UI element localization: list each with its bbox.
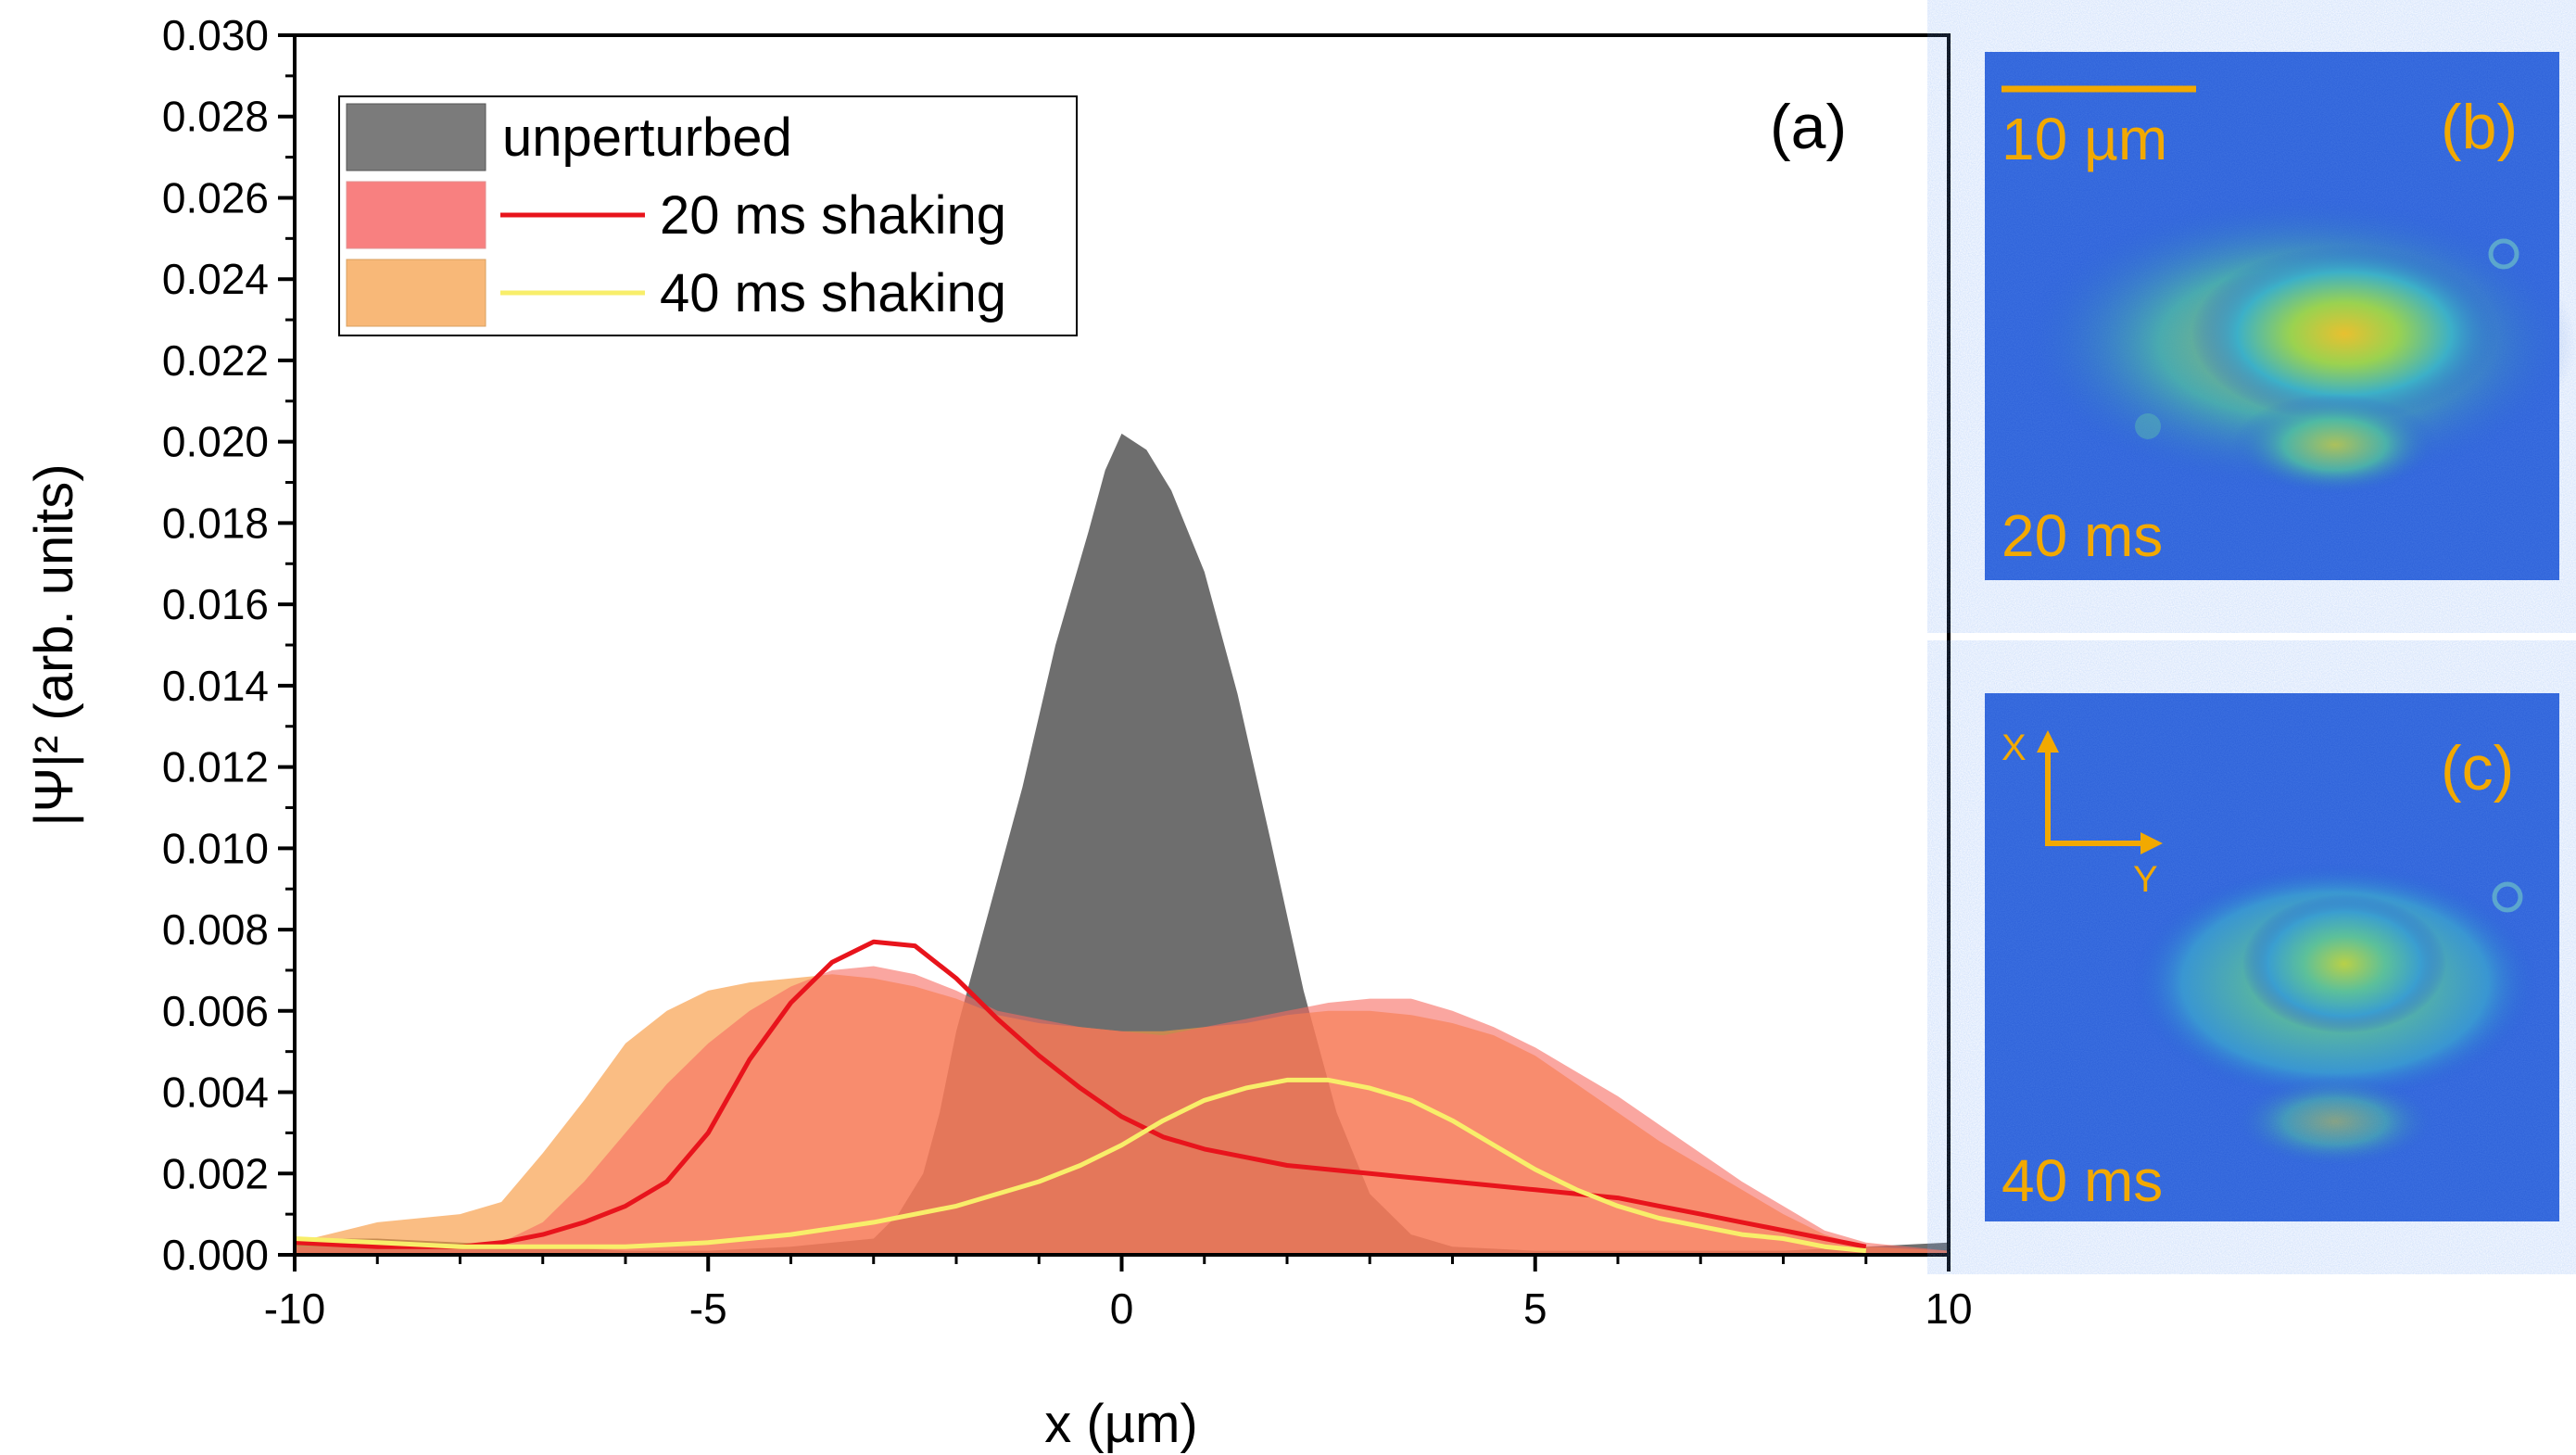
y-tick-label: 0.022	[162, 336, 269, 385]
y-tick-label: 0.014	[162, 662, 269, 710]
y-tick-label: 0.012	[162, 743, 269, 791]
image-b-tag: (b)	[2441, 92, 2518, 162]
image-c-lobe	[2233, 1075, 2437, 1168]
axis-arrow-y-label: Y	[2133, 859, 2158, 900]
legend: unperturbed 20 ms shaking 40 ms shaking	[338, 95, 1078, 336]
image-c-core	[2242, 894, 2446, 1033]
series-area-unperturbed	[295, 433, 1949, 1255]
series-layer	[295, 433, 1949, 1255]
image-c-tag: (c)	[2441, 733, 2514, 803]
x-axis-ticks: -10 -5 0 5 10	[264, 1255, 1973, 1333]
axis-arrow-x-head	[2037, 730, 2059, 753]
legend-patch-20ms	[346, 181, 486, 249]
y-axis-title: |Ψ|² (arb. units)	[24, 463, 84, 826]
x-axis-title: x (µm)	[1044, 1394, 1197, 1454]
axis-arrow-x-label: X	[2001, 728, 2027, 768]
legend-label-40ms: 40 ms shaking	[660, 263, 1006, 323]
image-panel-b: 10 µm (b) 20 ms	[1985, 52, 2576, 580]
series-line-40-ms-shaking	[295, 1077, 1867, 1254]
x-tick-label: -10	[264, 1284, 325, 1333]
y-tick-label: 0.004	[162, 1069, 269, 1117]
legend-label-unperturbed: unperturbed	[502, 108, 792, 168]
scale-bar-label: 10 µm	[2001, 106, 2167, 172]
image-b-spot-2	[2135, 413, 2161, 439]
axis-arrow-y-head	[2140, 832, 2163, 854]
y-tick-label: 0.016	[162, 580, 269, 628]
x-tick-label: 5	[1523, 1284, 1547, 1333]
y-tick-label: 0.028	[162, 93, 269, 141]
image-b-lobe	[2233, 394, 2437, 496]
x-tick-label: 10	[1925, 1284, 1972, 1333]
image-panel-c: (c) X Y 40 ms	[1985, 693, 2559, 1221]
y-tick-label: 0.008	[162, 905, 269, 954]
image-c-spot	[2492, 881, 2523, 913]
legend-label-20ms: 20 ms shaking	[660, 185, 1006, 246]
y-axis-ticks: 0.000 0.002 0.004 0.006 0.008 0.010 0.012 0.014…	[162, 11, 295, 1279]
plot-area	[295, 433, 1949, 1255]
series-area-20-ms-shaking-fill	[295, 966, 1949, 1255]
y-tick-label: 0.000	[162, 1231, 269, 1279]
image-b-core	[2191, 246, 2497, 422]
y-tick-label: 0.018	[162, 499, 269, 547]
series-line-20-ms-shaking	[295, 939, 1867, 1249]
panel-label-a: (a)	[1770, 92, 1847, 162]
legend-patch-40ms	[346, 259, 486, 327]
y-tick-label: 0.002	[162, 1149, 269, 1197]
y-tick-label: 0.010	[162, 824, 269, 872]
x-tick-label: -5	[689, 1284, 727, 1333]
y-tick-label: 0.024	[162, 255, 269, 303]
x-tick-label: 0	[1110, 1284, 1134, 1333]
y-tick-label: 0.026	[162, 173, 269, 221]
image-b-time-label: 20 ms	[2001, 502, 2163, 569]
image-b-spot	[2488, 238, 2519, 270]
legend-patch-unperturbed	[346, 103, 486, 171]
y-tick-label: 0.020	[162, 418, 269, 466]
y-tick-label: 0.006	[162, 987, 269, 1035]
y-tick-label: 0.030	[162, 11, 269, 59]
image-c-time-label: 40 ms	[2001, 1147, 2163, 1214]
